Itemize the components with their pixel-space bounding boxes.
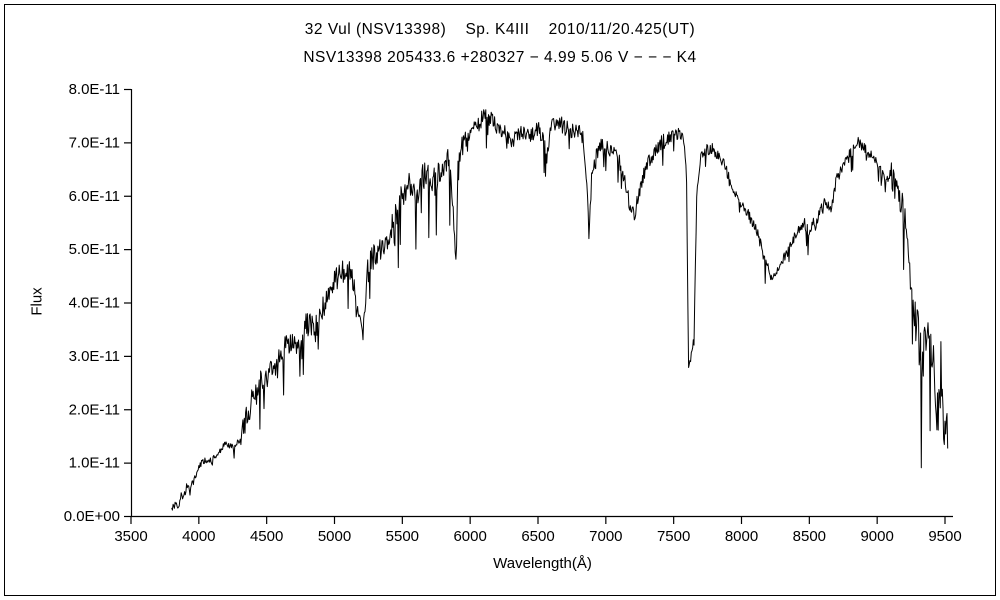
- chart-subtitle: NSV13398 205433.6 +280327 − 4.99 5.06 V …: [303, 49, 697, 66]
- y-tick-label: 5.0E-11: [69, 241, 120, 258]
- tick-marks: [124, 88, 946, 524]
- x-tick-labels: 3500 4000 4500 5000 5500 6000 6500 7000 7500 8000…: [114, 528, 961, 545]
- y-tick-label: 4.0E-11: [69, 295, 120, 312]
- chart-title: 32 Vul (NSV13398) Sp. K4III 2010/11/20.4…: [304, 21, 696, 38]
- x-tick-label: 4500: [250, 528, 283, 545]
- figure-frame: 32 Vul (NSV13398) Sp. K4III 2010/11/20.4…: [4, 4, 996, 596]
- x-tick-label: 6000: [453, 528, 486, 545]
- x-tick-label: 7000: [589, 528, 622, 545]
- x-tick-label: 8500: [793, 528, 826, 545]
- y-tick-label: 1.0E-11: [69, 455, 120, 472]
- x-tick-label: 5500: [386, 528, 419, 545]
- spectrum-plot: 3500 4000 4500 5000 5500 6000 6500 7000 7500 8000…: [64, 81, 962, 545]
- x-axis-title: Wavelength(Å): [493, 555, 592, 572]
- x-tick-label: 6500: [521, 528, 554, 545]
- y-tick-label: 8.0E-11: [69, 81, 120, 98]
- x-tick-label: 4000: [182, 528, 215, 545]
- x-tick-label: 9500: [928, 528, 961, 545]
- x-tick-label: 9000: [860, 528, 893, 545]
- y-tick-label: 3.0E-11: [69, 348, 120, 365]
- y-tick-label: 6.0E-11: [69, 188, 120, 205]
- y-tick-label: 7.0E-11: [69, 134, 120, 151]
- axes: [130, 89, 953, 518]
- x-tick-label: 8000: [725, 528, 758, 545]
- y-tick-labels: 0.0E+00 1.0E-11 2.0E-11 3.0E-11 4.0E-11 5.0E-…: [64, 81, 120, 525]
- x-tick-label: 3500: [114, 528, 147, 545]
- x-tick-label: 7500: [657, 528, 690, 545]
- y-tick-label: 2.0E-11: [69, 401, 120, 418]
- y-tick-label: 0.0E+00: [64, 508, 120, 525]
- spectrum-line: [171, 109, 949, 511]
- x-tick-label: 5000: [318, 528, 351, 545]
